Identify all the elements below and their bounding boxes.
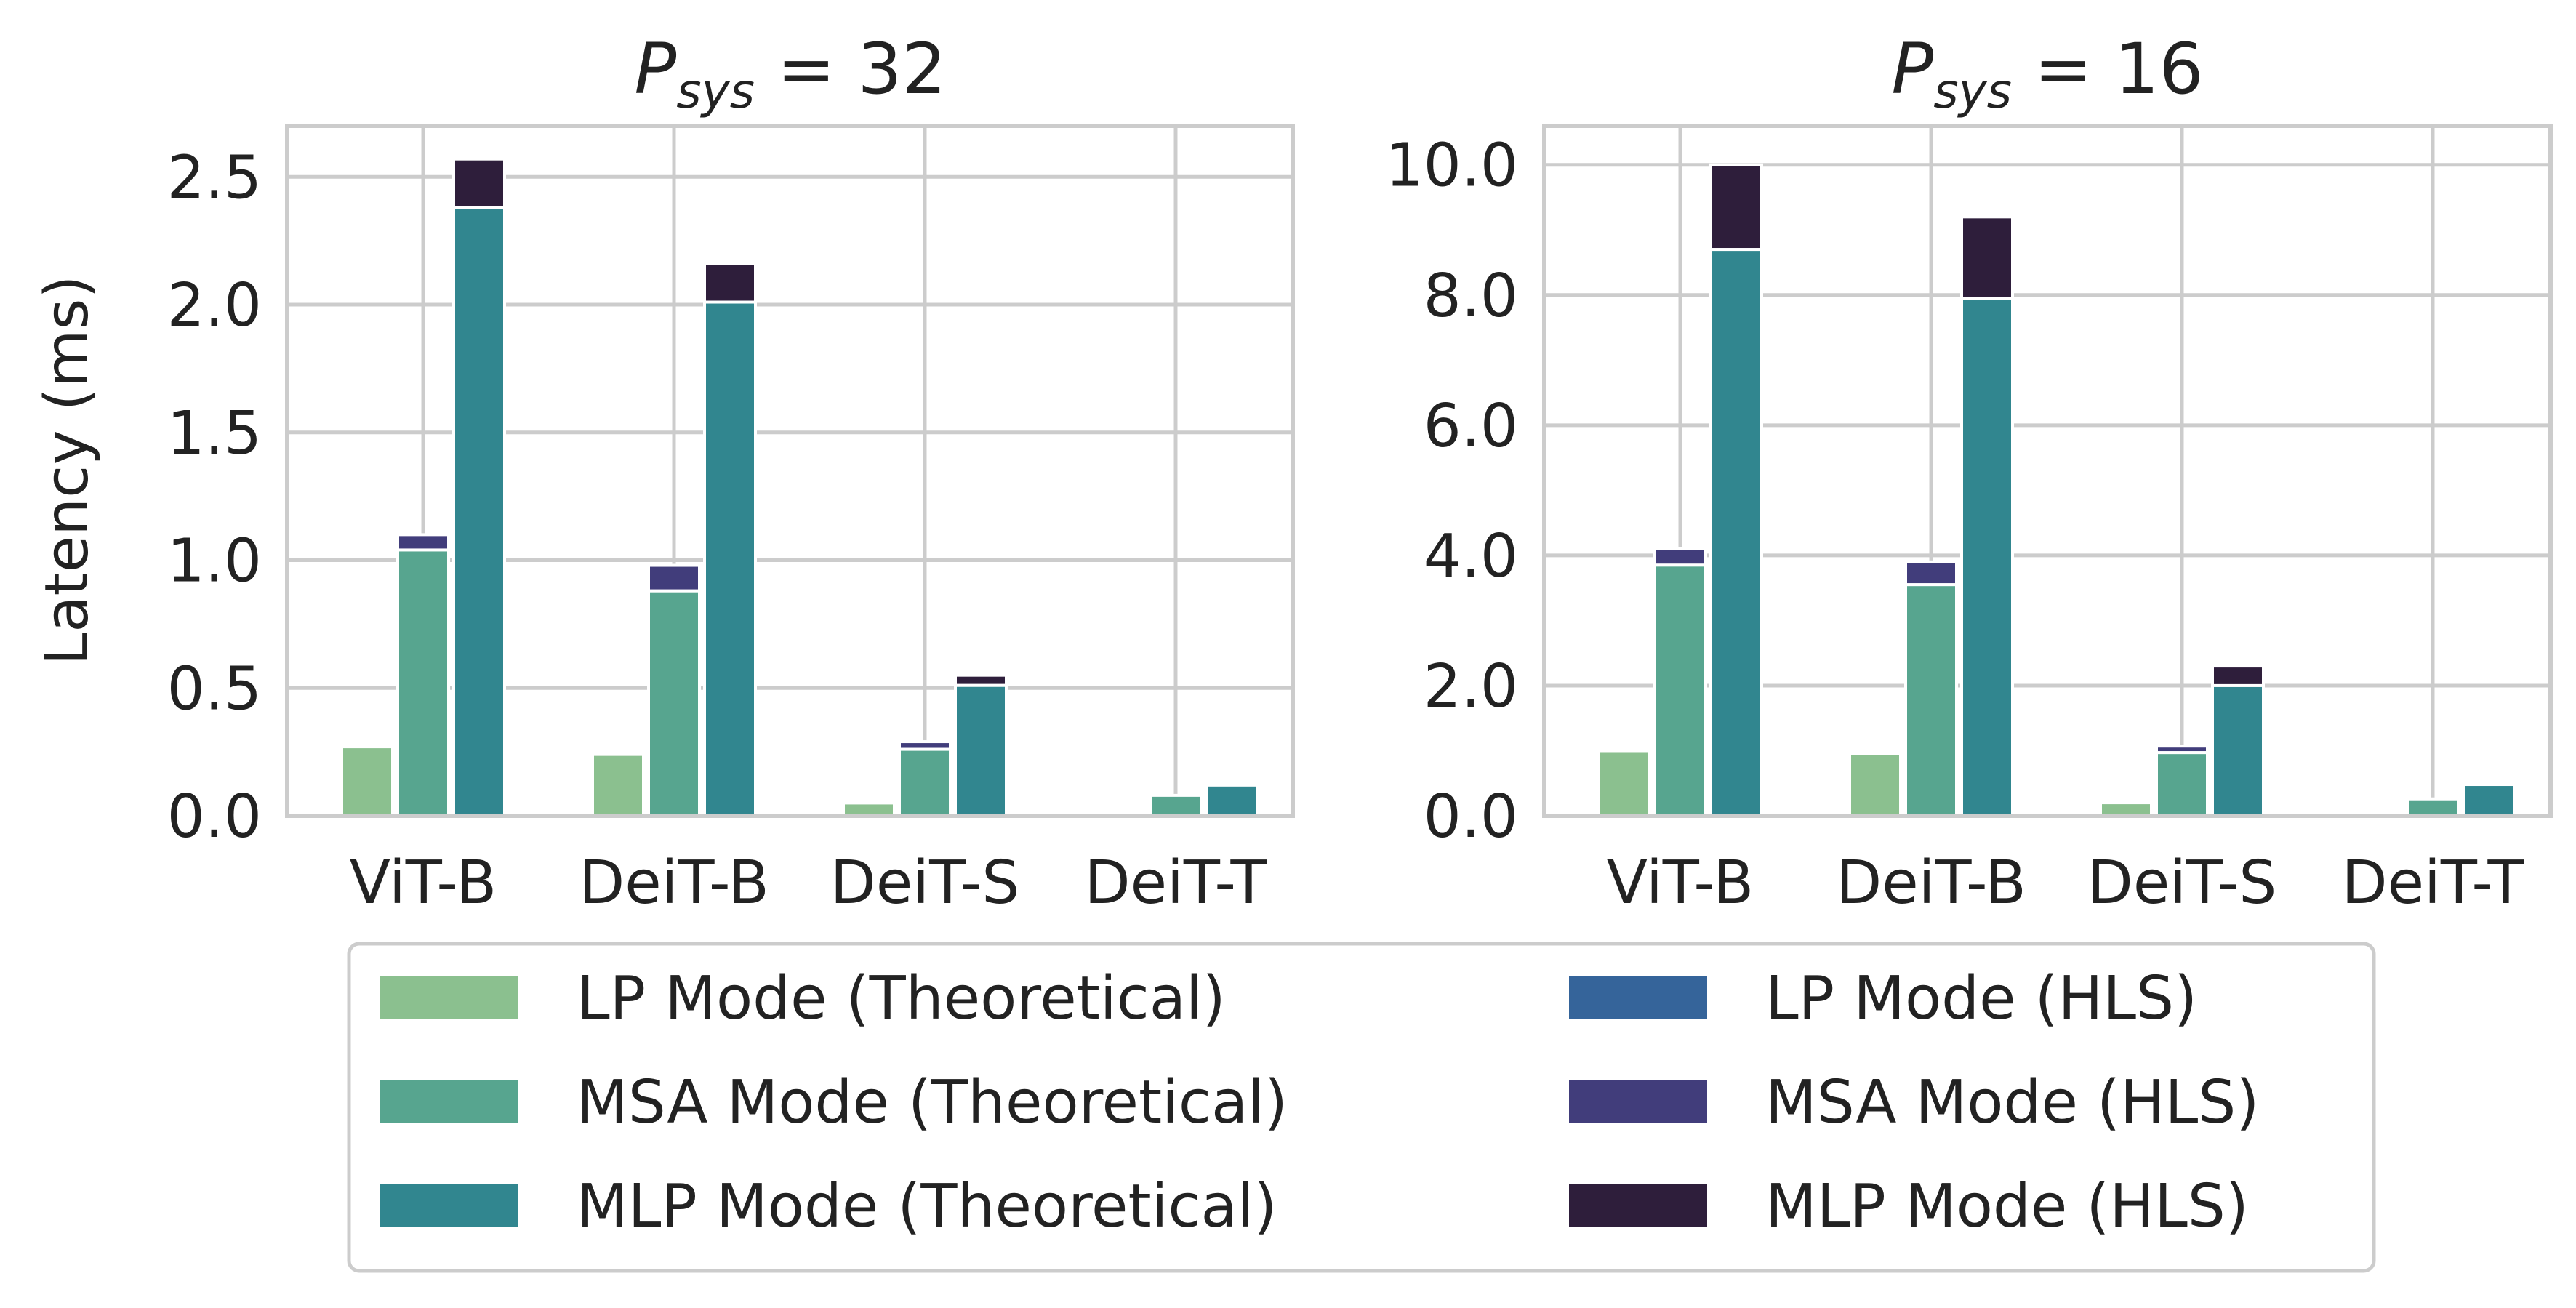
bar-hls-msa-mode (396, 533, 450, 552)
title-subscript: sys (1933, 63, 2012, 119)
y-tick-label: 0.0 (167, 782, 262, 851)
x-tick-label: ViT-B (350, 848, 497, 918)
y-tick-label: 1.0 (167, 527, 262, 596)
y-tick-label: 2.5 (167, 143, 262, 212)
bar-theoretical-lp-mode (1848, 752, 1902, 818)
bar-theoretical-mlp-mode (954, 683, 1008, 817)
y-tick-label: 2.0 (1424, 652, 1518, 721)
y-tick-label: 0.5 (167, 654, 262, 723)
legend-item: MLP Mode (Theoretical) (380, 1172, 1277, 1241)
bar-theoretical-mlp-mode (1960, 297, 2014, 817)
bar-theoretical-mlp-mode (1709, 248, 1763, 817)
bar-hls-msa-mode (1653, 547, 1707, 567)
legend-label: MSA Mode (HLS) (1765, 1068, 2259, 1137)
bar-hls-mlp-mode (703, 262, 757, 304)
x-tick-label: ViT-B (1607, 848, 1754, 918)
legend-item: LP Mode (Theoretical) (380, 964, 1226, 1033)
x-tick-label: DeiT-T (1084, 848, 1267, 918)
legend-item: MLP Mode (HLS) (1569, 1172, 2249, 1241)
legend-label: LP Mode (HLS) (1765, 964, 2197, 1033)
bar-theoretical-lp-mode (1597, 749, 1651, 817)
bar-hls-mlp-mode (954, 673, 1008, 687)
bar-theoretical-mlp-mode (703, 300, 757, 817)
legend-swatch (1569, 976, 1707, 1019)
bar-theoretical-msa-mode (2155, 751, 2209, 818)
bar-theoretical-msa-mode (647, 589, 701, 817)
y-tick-label: 8.0 (1424, 262, 1518, 331)
y-axis-label: Latency (ms) (33, 276, 102, 666)
legend-label: MLP Mode (HLS) (1765, 1172, 2249, 1241)
chart-title: Psys = 32 (634, 28, 946, 119)
bar-hls-mlp-mode (1960, 215, 2014, 300)
bar-theoretical-msa-mode (1653, 563, 1707, 817)
chart-title: Psys = 16 (1891, 28, 2203, 119)
legend-swatch (380, 976, 518, 1019)
title-symbol: P (1891, 28, 1933, 110)
legend-box (347, 942, 2376, 1273)
x-tick-label: DeiT-B (1836, 848, 2026, 918)
legend-label: LP Mode (Theoretical) (577, 964, 1226, 1033)
x-tick-label: DeiT-S (830, 848, 1020, 918)
bar-theoretical-msa-mode (2406, 797, 2460, 818)
y-tick-label: 2.0 (167, 271, 262, 340)
y-tick-label: 0.0 (1424, 782, 1518, 851)
legend-swatch (380, 1184, 518, 1227)
y-tick-label: 1.5 (167, 399, 262, 468)
legend-item: MSA Mode (Theoretical) (380, 1068, 1288, 1137)
legend-swatch (1569, 1080, 1707, 1123)
bar-theoretical-mlp-mode (1205, 783, 1259, 818)
legend-swatch (380, 1080, 518, 1123)
bar-hls-mlp-mode (452, 157, 506, 209)
bar-hls-msa-mode (1904, 560, 1958, 587)
chart-panel-1: 0.0 0.5 1.0 1.5 2.0 2.5 ViT-B DeiT-B DeiT-S DeiT-… (33, 28, 1295, 918)
bar-theoretical-msa-mode (1149, 793, 1203, 817)
axes-frame (285, 124, 1295, 818)
legend-label: MSA Mode (Theoretical) (577, 1068, 1288, 1137)
bar-hls-mlp-mode (2211, 665, 2265, 687)
legend: LP Mode (Theoretical) LP Mode (HLS) MSA Mo… (347, 942, 2376, 1273)
bar-theoretical-lp-mode (340, 745, 394, 817)
y-tick-label: 4.0 (1424, 522, 1518, 591)
title-value: = 32 (755, 28, 947, 110)
x-tick-label: DeiT-S (2087, 848, 2277, 918)
bar-hls-msa-mode (647, 563, 701, 593)
x-tick-label: DeiT-T (2341, 848, 2524, 918)
axes-frame (1542, 124, 2553, 818)
y-tick-label: 10.0 (1385, 132, 1518, 201)
bar-theoretical-mlp-mode (2462, 783, 2516, 817)
legend-item: LP Mode (HLS) (1569, 964, 2197, 1033)
legend-swatch (1569, 1184, 1707, 1227)
bar-theoretical-msa-mode (1904, 583, 1958, 817)
legend-label: MLP Mode (Theoretical) (577, 1172, 1277, 1241)
chart-panel-2: 0.0 2.0 4.0 6.0 8.0 10.0 ViT-B DeiT-B DeiT-S DeiT… (1385, 28, 2553, 918)
x-tick-label: DeiT-B (579, 848, 769, 918)
bar-theoretical-msa-mode (898, 747, 952, 818)
title-subscript: sys (676, 63, 755, 119)
legend-item: MSA Mode (HLS) (1569, 1068, 2259, 1137)
bar-theoretical-msa-mode (396, 548, 450, 818)
bar-theoretical-mlp-mode (452, 206, 506, 817)
title-symbol: P (634, 28, 676, 110)
bar-theoretical-lp-mode (591, 753, 645, 817)
bar-hls-mlp-mode (1709, 163, 1763, 252)
bar-theoretical-mlp-mode (2211, 683, 2265, 818)
title-value: = 16 (2012, 28, 2204, 110)
y-tick-label: 6.0 (1424, 392, 1518, 461)
